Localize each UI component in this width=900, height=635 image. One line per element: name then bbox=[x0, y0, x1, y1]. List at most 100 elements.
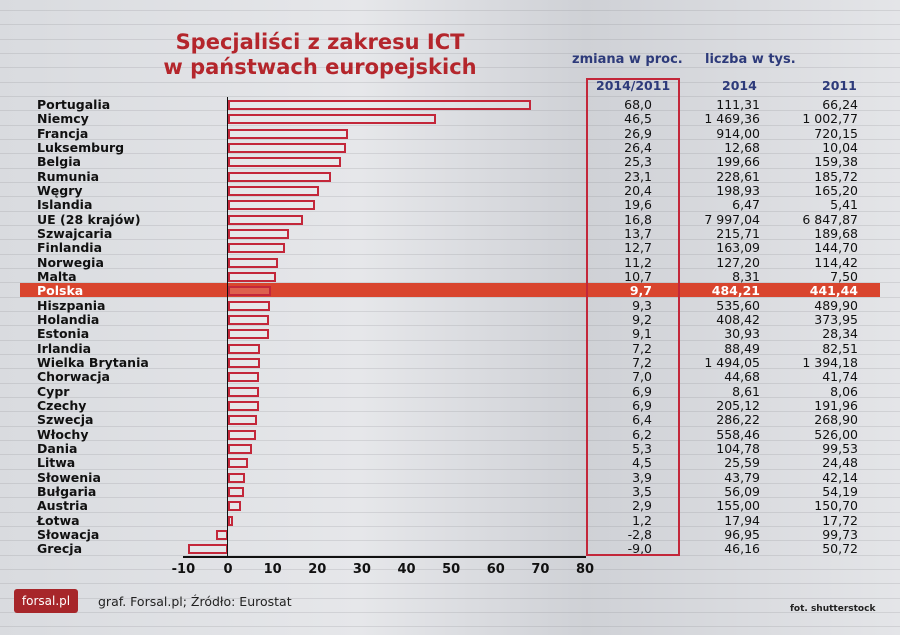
category-label: Węgry bbox=[37, 182, 83, 198]
category-label: Polska bbox=[37, 283, 84, 299]
category-label: Szwecja bbox=[37, 412, 94, 428]
header-count: liczba w tys. bbox=[705, 52, 796, 67]
category-label: Grecja bbox=[37, 541, 83, 557]
bar-Cypr bbox=[228, 386, 259, 397]
bar-Szwajcaria bbox=[228, 228, 290, 239]
bar-Finlandia bbox=[228, 243, 285, 254]
change-value: 7,0 bbox=[632, 369, 652, 385]
bar-Łotwa bbox=[228, 515, 234, 526]
change-value: 4,5 bbox=[632, 455, 652, 471]
category-label: Finlandia bbox=[37, 240, 103, 256]
change-value: 5,3 bbox=[632, 440, 652, 456]
count-2011-value: 50,72 bbox=[822, 541, 858, 557]
category-label: Malta bbox=[37, 268, 77, 284]
category-label: Wielka Brytania bbox=[37, 354, 149, 370]
count-2011-value: 28,34 bbox=[822, 326, 858, 342]
bar-Islandia bbox=[228, 200, 316, 211]
bar-Włochy bbox=[228, 429, 256, 440]
category-label: Słowenia bbox=[37, 469, 101, 485]
category-label: Belgia bbox=[37, 154, 81, 170]
count-2011-value: 8,06 bbox=[830, 383, 858, 399]
change-value: 16,8 bbox=[624, 211, 652, 227]
title-line-2: w państwach europejskich bbox=[163, 55, 477, 79]
column-header-2011: 2011 bbox=[822, 78, 857, 93]
count-2014-value: 104,78 bbox=[716, 440, 760, 456]
change-value: 46,5 bbox=[624, 111, 652, 127]
count-2014-value: 914,00 bbox=[716, 125, 760, 141]
count-2014-value: 96,95 bbox=[724, 526, 760, 542]
x-tick-label: 20 bbox=[308, 562, 327, 577]
count-2014-value: 127,20 bbox=[716, 254, 760, 270]
count-2014-value: 484,21 bbox=[711, 283, 760, 299]
change-value: 12,7 bbox=[624, 240, 652, 256]
count-2011-value: 1 002,77 bbox=[802, 111, 858, 127]
bar-Niemcy bbox=[228, 114, 436, 125]
count-2014-value: 155,00 bbox=[716, 498, 760, 514]
count-2014-value: 12,68 bbox=[724, 139, 760, 155]
change-value: 26,4 bbox=[624, 139, 652, 155]
count-2011-value: 489,90 bbox=[814, 297, 858, 313]
bar-Holandia bbox=[228, 314, 270, 325]
bar-Rumunia bbox=[228, 171, 332, 182]
count-2011-value: 5,41 bbox=[830, 197, 858, 213]
count-2014-value: 228,61 bbox=[716, 168, 760, 184]
count-2014-value: 25,59 bbox=[724, 455, 760, 471]
bar-Grecja bbox=[187, 544, 228, 555]
count-2014-value: 7 997,04 bbox=[704, 211, 760, 227]
bar-Słowenia bbox=[228, 472, 246, 483]
change-value: 9,3 bbox=[632, 297, 652, 313]
bar-Czechy bbox=[228, 400, 259, 411]
category-label: Włochy bbox=[37, 426, 89, 442]
category-label: UE (28 krajów) bbox=[37, 211, 141, 227]
count-2011-value: 159,38 bbox=[814, 154, 858, 170]
count-2011-value: 10,04 bbox=[822, 139, 858, 155]
count-2014-value: 8,31 bbox=[732, 268, 760, 284]
bar-Wielka Brytania bbox=[228, 357, 261, 368]
forsal-logo: forsal.pl bbox=[14, 589, 78, 613]
bar-Malta bbox=[228, 271, 276, 282]
bar-Belgia bbox=[228, 157, 341, 168]
category-label: Francja bbox=[37, 125, 89, 141]
count-2011-value: 268,90 bbox=[814, 412, 858, 428]
count-2014-value: 1 469,36 bbox=[704, 111, 760, 127]
change-value: 25,3 bbox=[624, 154, 652, 170]
source-text: graf. Forsal.pl; Źródło: Eurostat bbox=[98, 594, 292, 609]
change-value: 10,7 bbox=[624, 268, 652, 284]
change-value: 6,9 bbox=[632, 397, 652, 413]
change-value: 1,2 bbox=[632, 512, 652, 528]
column-header-change: 2014/2011 bbox=[596, 78, 671, 93]
change-value: 11,2 bbox=[624, 254, 652, 270]
bar-Litwa bbox=[228, 458, 249, 469]
category-label: Rumunia bbox=[37, 168, 100, 184]
count-2014-value: 408,42 bbox=[716, 311, 760, 327]
category-label: Estonia bbox=[37, 326, 90, 342]
change-value: 2,9 bbox=[632, 498, 652, 514]
header-change: zmiana w proc. bbox=[572, 52, 683, 67]
change-value: -2,8 bbox=[627, 526, 652, 542]
count-2014-value: 17,94 bbox=[724, 512, 760, 528]
bar-Estonia bbox=[228, 329, 269, 340]
count-2011-value: 114,42 bbox=[814, 254, 858, 270]
category-label: Luksemburg bbox=[37, 139, 125, 155]
bar-Węgry bbox=[228, 185, 320, 196]
count-2014-value: 44,68 bbox=[724, 369, 760, 385]
count-2014-value: 43,79 bbox=[724, 469, 760, 485]
change-column-box bbox=[586, 78, 680, 556]
change-value: 6,2 bbox=[632, 426, 652, 442]
change-value: 20,4 bbox=[624, 182, 652, 198]
count-2014-value: 535,60 bbox=[716, 297, 760, 313]
bar-Norwegia bbox=[228, 257, 278, 268]
bar-Irlandia bbox=[228, 343, 261, 354]
x-tick-label: -10 bbox=[171, 562, 196, 577]
count-2014-value: 1 494,05 bbox=[704, 354, 760, 370]
x-tick-label: 50 bbox=[442, 562, 461, 577]
category-label: Bułgaria bbox=[37, 483, 97, 499]
category-label: Dania bbox=[37, 440, 78, 456]
category-label: Litwa bbox=[37, 455, 76, 471]
count-2014-value: 8,61 bbox=[732, 383, 760, 399]
bar-UE (28 krajów) bbox=[228, 214, 303, 225]
bar-Portugalia bbox=[228, 100, 532, 110]
count-2011-value: 6 847,87 bbox=[802, 211, 858, 227]
count-2011-value: 373,95 bbox=[814, 311, 858, 327]
count-2014-value: 558,46 bbox=[716, 426, 760, 442]
